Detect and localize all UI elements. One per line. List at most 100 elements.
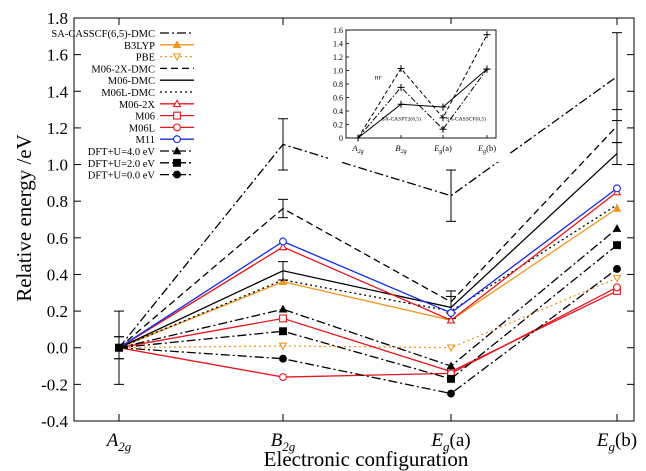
legend-label: M06L-DMC — [101, 88, 155, 99]
legend-marker — [172, 146, 182, 155]
plot-frame — [73, 17, 635, 422]
data-point — [446, 344, 456, 353]
inset-annotation: SA-CASPT2(6,5) — [382, 115, 421, 122]
legend-marker — [173, 135, 181, 144]
legend-marker — [172, 53, 182, 62]
series-line — [118, 268, 618, 395]
y-tick-label: 0.2 — [47, 302, 68, 321]
legend-label: M11 — [136, 135, 155, 146]
legend-label: M06-DMC — [108, 76, 155, 87]
legend-label: M06-2X-DMC — [91, 64, 155, 75]
y-tick-label: -0.2 — [41, 375, 68, 394]
data-point — [446, 315, 456, 324]
main-series-group — [114, 32, 622, 398]
data-point — [279, 373, 287, 381]
inset-x-tick-label: A2g — [351, 143, 363, 155]
inset-y-tick-label: 0.6 — [333, 94, 343, 103]
series-line — [118, 244, 618, 380]
y-tick-label: 1.4 — [47, 82, 69, 101]
legend-marker — [173, 158, 181, 167]
legend-marker — [172, 99, 182, 108]
series-line — [118, 286, 618, 378]
inset-x-tick-label: Eg(a) — [433, 143, 452, 155]
data-point — [447, 389, 455, 398]
series-dft-u-4-0-ev — [114, 224, 622, 370]
inset-y-tick-label: 1.0 — [333, 67, 343, 76]
inset-y-tick-label: 0 — [339, 134, 343, 143]
legend-label: PBE — [136, 53, 155, 64]
series-line — [118, 153, 618, 349]
inset-y-tick-label: 0.4 — [333, 107, 343, 116]
data-point — [612, 274, 622, 283]
inset-y-tick-label: 1.2 — [333, 53, 343, 62]
data-point — [279, 237, 287, 246]
y-tick-label: 1.0 — [47, 156, 68, 175]
data-point — [278, 304, 288, 313]
legend-label: DFT+U=0.0 eV — [88, 171, 156, 182]
inset-y-tick-label: 1.6 — [333, 26, 343, 35]
y-tick-label: 0.8 — [47, 192, 68, 211]
legend-label: DFT+U=4.0 eV — [88, 147, 156, 158]
inset-y-tick-label: 1.4 — [333, 40, 343, 49]
data-point — [279, 314, 287, 323]
data-point — [447, 374, 455, 383]
inset-y-tick-label: 0.2 — [333, 121, 343, 130]
legend-marker — [173, 170, 181, 179]
inset-series-line — [357, 34, 488, 139]
inset-chart: 0 0.2 0.4 0.6 0.8 1.0 1.2 1.4 1.6 A2g B2g Eg(a) Eg(b… — [328, 24, 508, 162]
inset-x-tick-label: B2g — [395, 143, 406, 155]
series-line — [118, 125, 618, 349]
inset-background — [328, 24, 508, 162]
y-tick-label: -0.4 — [41, 412, 68, 431]
series-line — [118, 187, 618, 349]
data-point — [613, 283, 621, 292]
inset-annotation: HF — [375, 75, 382, 81]
y-tick-label: 0.4 — [47, 265, 69, 284]
legend-label: M06 — [135, 112, 155, 123]
legend-label: DFT+U=2.0 eV — [88, 159, 156, 170]
series-line — [118, 207, 618, 349]
series-line — [118, 204, 618, 349]
legend-marker — [173, 111, 181, 120]
main-axes: -0.4 -0.2 0.0 0.2 0.4 0.6 0.8 1.0 1.2 1.4 1.6 1.8 A2… — [41, 9, 637, 454]
inset-x-tick-label: Eg(b) — [477, 143, 496, 155]
x-axis-label: Electronic configuration — [264, 447, 469, 471]
data-point — [613, 241, 621, 250]
inset-series-sa-casscf-6-5 — [354, 65, 491, 142]
y-tick-label: 1.8 — [47, 9, 68, 28]
legend-label: SA-CASSCF(6,5)-DMC — [51, 29, 155, 40]
data-point — [613, 265, 621, 273]
data-point — [115, 343, 123, 352]
x-tick-label: B2g — [271, 430, 296, 454]
data-point — [278, 242, 288, 251]
legend-label: B3LYP — [124, 41, 155, 52]
y-tick-label: 0.0 — [47, 339, 68, 358]
data-point — [446, 361, 456, 370]
data-point — [278, 277, 288, 286]
x-tick-label: Eg(a) — [430, 430, 470, 454]
y-tick-label: 1.6 — [47, 46, 68, 65]
inset-y-tick-label: 0.8 — [333, 80, 343, 89]
y-axis-label: Relative energy /eV — [12, 134, 36, 302]
data-point — [278, 342, 288, 351]
data-point — [279, 327, 287, 336]
inset-series-line — [357, 68, 488, 139]
legend-label: M06L — [129, 123, 155, 134]
series-m06l-dmc — [118, 204, 618, 349]
legend: SA-CASSCF(6,5)-DMCB3LYPPBEM06-2X-DMCM06-… — [51, 29, 194, 182]
data-point — [279, 354, 287, 363]
data-point — [612, 224, 622, 232]
series-line — [118, 76, 618, 349]
x-tick-label: Eg(b) — [596, 430, 637, 454]
series-b3lyp — [114, 203, 622, 351]
data-point — [613, 184, 621, 193]
legend-marker — [172, 40, 182, 49]
series-line — [118, 228, 618, 367]
series-line — [118, 290, 618, 373]
legend-marker — [173, 123, 181, 132]
y-tick-label: 1.2 — [47, 119, 68, 138]
legend-label: M06-2X — [119, 100, 156, 111]
data-point — [612, 203, 622, 212]
y-tick-label: 0.6 — [47, 229, 68, 248]
